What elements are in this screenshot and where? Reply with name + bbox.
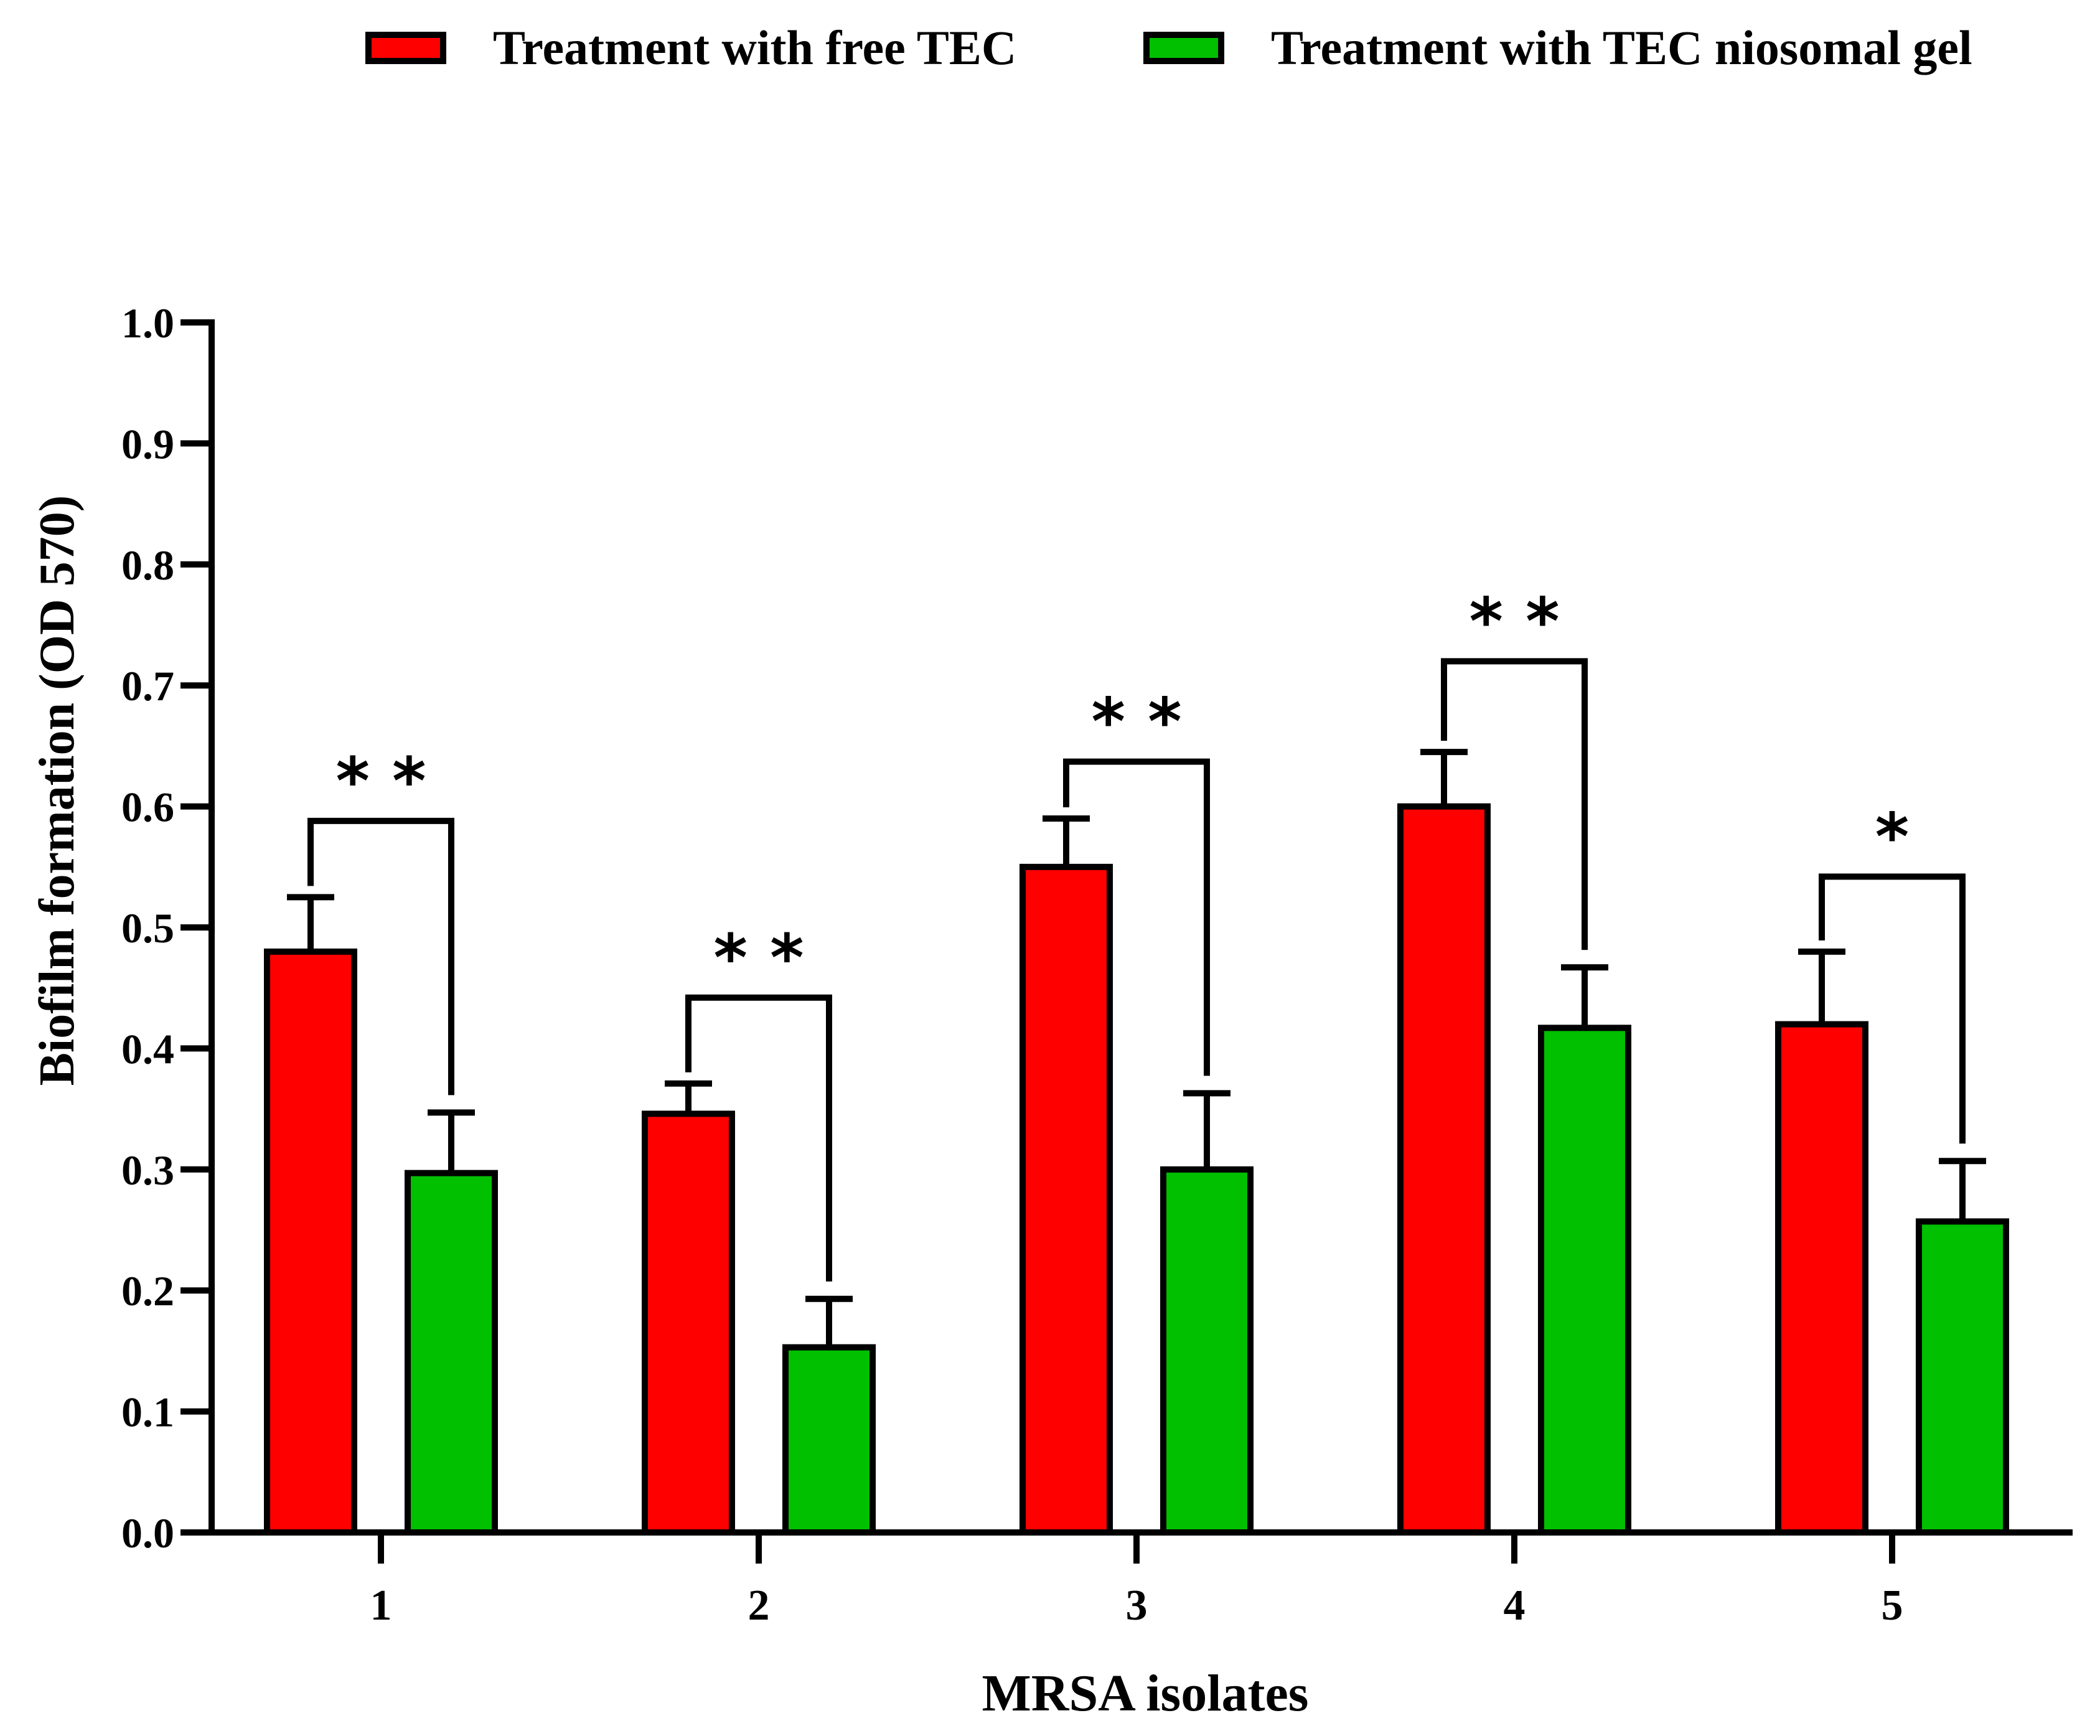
bars-group bbox=[264, 749, 2009, 1536]
y-tick-label: 0.4 bbox=[121, 1025, 174, 1072]
y-tick-label: 0.5 bbox=[121, 904, 174, 952]
bar bbox=[1538, 1025, 1631, 1536]
legend-label: Treatment with TEC niosomal gel bbox=[1271, 21, 1972, 75]
bar bbox=[405, 1170, 498, 1536]
bar bbox=[1020, 863, 1113, 1536]
x-tick-label: 5 bbox=[1882, 1582, 1903, 1630]
bar bbox=[1775, 1021, 1868, 1536]
y-tick-label: 1.0 bbox=[121, 299, 174, 347]
x-tick-label: 2 bbox=[748, 1582, 770, 1630]
x-tick-label: 3 bbox=[1126, 1582, 1148, 1630]
x-axis-label: MRSA isolates bbox=[982, 1664, 1309, 1722]
y-tick-label: 0.3 bbox=[121, 1147, 174, 1194]
x-tick-label: 1 bbox=[370, 1582, 392, 1630]
y-tick-label: 0.9 bbox=[121, 420, 174, 467]
bar bbox=[1916, 1218, 2009, 1536]
legend-swatch bbox=[1143, 32, 1224, 64]
significance-group: * * * * * * * * * bbox=[307, 583, 1966, 1282]
bar bbox=[782, 1344, 876, 1536]
bar bbox=[1397, 803, 1491, 1536]
significance-label: * * bbox=[1092, 684, 1182, 760]
legend-label: Treatment with free TEC bbox=[493, 21, 1016, 75]
significance-label: * * bbox=[1470, 583, 1560, 659]
significance-bracket bbox=[1063, 758, 1210, 1076]
significance-bracket bbox=[307, 817, 454, 1096]
significance-bracket bbox=[1441, 658, 1588, 950]
significance-label: * * bbox=[714, 920, 804, 996]
y-tick-label: 0.1 bbox=[121, 1389, 174, 1436]
y-tick-label: 0.8 bbox=[121, 542, 174, 589]
significance-label: * bbox=[1875, 799, 1909, 875]
x-tick-label: 4 bbox=[1504, 1582, 1526, 1630]
legend-swatch bbox=[365, 32, 446, 64]
significance-bracket bbox=[685, 994, 832, 1282]
y-axis: 0.0 0.1 0.2 0.3 0.4 0.5 0.6 0.7 0.8 0.9 1.0 bbox=[121, 299, 215, 1557]
x-axis: 1 2 3 4 5 bbox=[180, 1529, 2073, 1630]
bar bbox=[1160, 1166, 1254, 1536]
y-axis-label: Biofilm formation (OD 570) bbox=[30, 495, 85, 1086]
bar bbox=[264, 948, 357, 1536]
y-tick-label: 0.0 bbox=[121, 1509, 174, 1557]
y-tick-label: 0.2 bbox=[121, 1267, 174, 1315]
y-tick-label: 0.7 bbox=[121, 662, 174, 710]
legend: Treatment with free TEC Treatment with TE… bbox=[365, 21, 1972, 75]
bar bbox=[642, 1110, 735, 1536]
y-tick-label: 0.6 bbox=[121, 784, 174, 831]
significance-bracket bbox=[1819, 873, 1966, 1144]
significance-label: * * bbox=[336, 743, 426, 819]
